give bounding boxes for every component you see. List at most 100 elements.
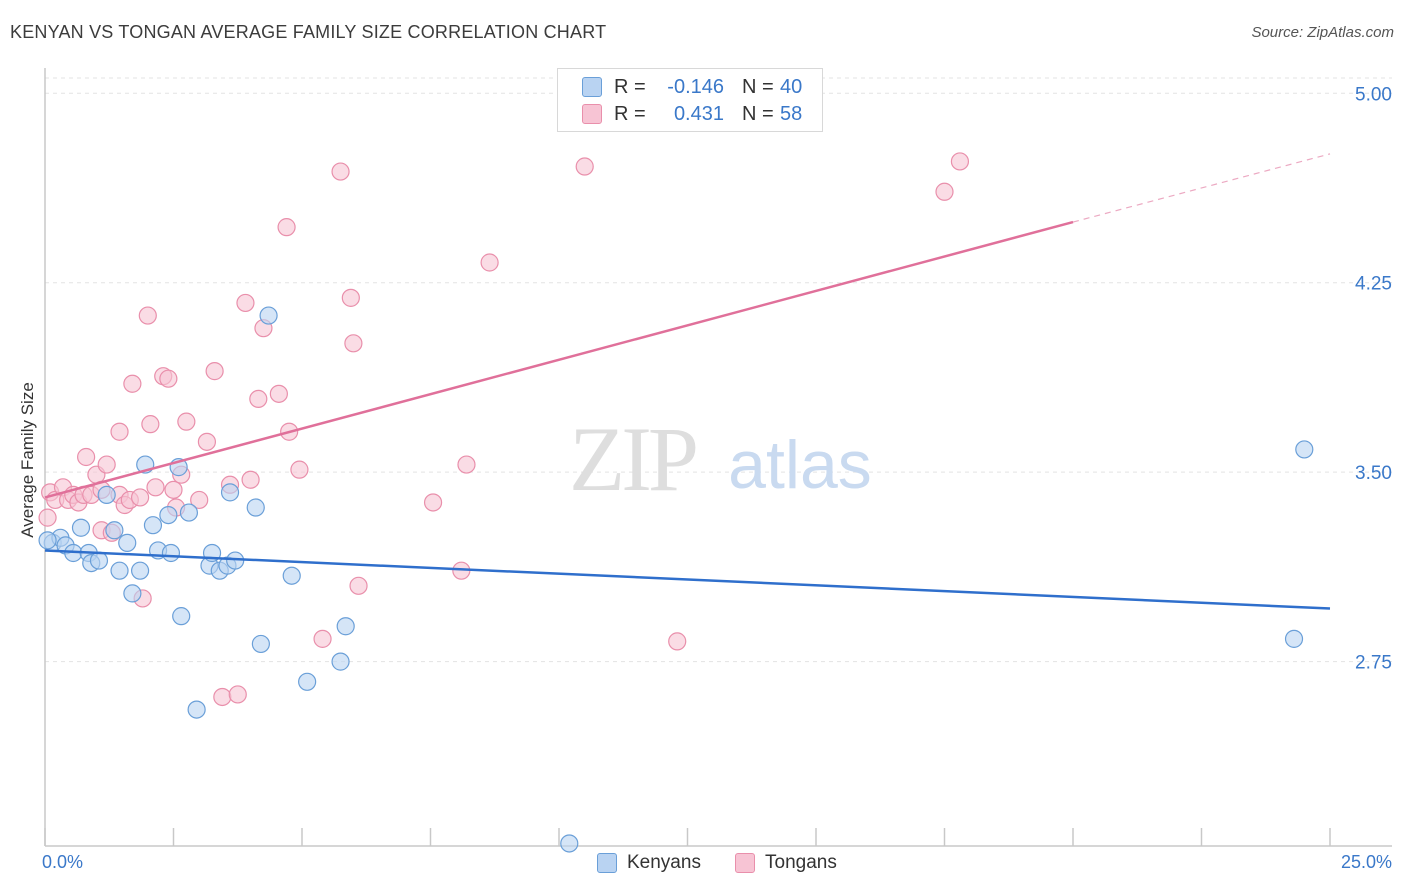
tongan-point [159,369,178,388]
kenyan-point [336,617,355,636]
kenyan-point [161,543,181,563]
tongan-point [146,478,165,497]
tongan-legend-swatch [735,853,755,873]
tongan-point [130,488,150,507]
n-label: N = [742,102,774,125]
kenyan-point [298,672,317,691]
tongan-n-value: 58 [780,102,803,125]
tongan-trend-extension [1072,153,1331,223]
kenyan-point [159,505,178,525]
r-label: R = [614,75,646,98]
series-legend: Kenyans Tongans [0,852,1406,878]
gridlines [45,77,1392,663]
tongan-r-value: 0.431 [673,102,724,125]
kenyan-point [97,485,116,504]
kenyan-point [331,652,350,671]
tongan-point [950,152,970,171]
y-axis-label: Average Family Size [18,382,37,538]
y-tick-label: 4.25 [1355,274,1392,295]
kenyan-point [1284,629,1304,648]
tongan-point [935,182,954,201]
trend-lines [44,153,1331,610]
kenyan-point [560,834,579,853]
kenyan-point [130,561,150,580]
tongan-point [38,508,57,527]
tongan-point [269,384,288,403]
kenyan-r-value: -0.146 [667,75,724,98]
kenyan-point [187,700,206,719]
tongan-point [575,157,594,176]
tongan-point [177,412,196,431]
tongan-point [110,422,129,441]
tongan-point [77,447,96,467]
tongan-point [123,374,142,393]
tongan-point [141,415,160,434]
kenyan-point [220,483,240,502]
y-tick-labels: 2.75 3.50 4.25 5.00 [1355,84,1392,673]
watermark: ZIP atlas [569,408,872,510]
y-tick-label: 5.00 [1355,84,1392,105]
tongan-point [344,334,363,353]
kenyan-point [118,533,137,552]
tongan-point [277,218,296,237]
tongan-point [213,687,232,707]
tongan-point [668,632,687,651]
watermark-atlas: atlas [728,427,872,503]
tongan-point [341,288,360,307]
kenyan-point [1295,440,1314,459]
tongan-point [241,470,260,489]
axes [44,68,1392,847]
tongan-point [457,455,476,474]
tongan-point [138,306,157,325]
legend-item-kenyans[interactable]: Kenyans [597,852,701,874]
x-tick-max: 25.0% [1340,852,1392,872]
tongan-point [236,293,255,313]
tongan-point [313,629,332,648]
source-label: Source: ZipAtlas.com [1251,24,1394,41]
y-tick-label: 2.75 [1355,653,1392,674]
r-label: R = [614,102,646,125]
tongan-point [249,389,268,409]
tongan-point [349,576,368,595]
tongan-point [190,490,209,510]
tongan-point [205,362,224,381]
x-tick-min: 0.0% [42,852,84,872]
kenyan-n-value: 40 [780,75,803,98]
tongan-point [480,253,499,272]
kenyan-trend-line [44,549,1331,610]
correlation-legend: R = -0.146 N = 40 R = 0.431 N = 58 [557,68,823,132]
kenyan-point [123,584,142,603]
tongan-point [290,460,309,479]
kenyan-point [282,566,301,585]
kenyan-points [38,306,1314,853]
legend-row-kenyans: R = -0.146 N = 40 [582,75,802,99]
tongan-point [331,162,350,181]
tongan-point [197,432,217,451]
kenyan-point [105,521,124,540]
tongan-trend-line [44,220,1074,499]
legend-item-tongans[interactable]: Tongans [735,852,837,874]
tongan-legend-label: Tongans [765,852,837,873]
tongan-point [228,685,247,704]
tongan-point [164,480,183,499]
kenyan-point [172,607,191,626]
legend-row-tongans: R = 0.431 N = 58 [582,102,802,126]
n-label: N = [742,75,774,98]
kenyan-legend-label: Kenyans [627,852,701,873]
kenyan-legend-swatch [597,853,617,873]
kenyan-point [71,518,91,537]
kenyan-swatch [582,77,602,97]
kenyan-point [259,306,278,325]
watermark-zip: ZIP [569,408,696,510]
tongan-swatch [582,104,602,124]
kenyan-point [89,551,109,570]
kenyan-point [179,503,199,522]
tongan-point [423,493,443,512]
kenyan-point [143,516,163,535]
kenyan-point [38,531,57,550]
kenyan-point [246,498,265,517]
kenyan-point [110,561,129,580]
y-tick-label: 3.50 [1355,463,1392,484]
kenyan-point [251,634,270,654]
